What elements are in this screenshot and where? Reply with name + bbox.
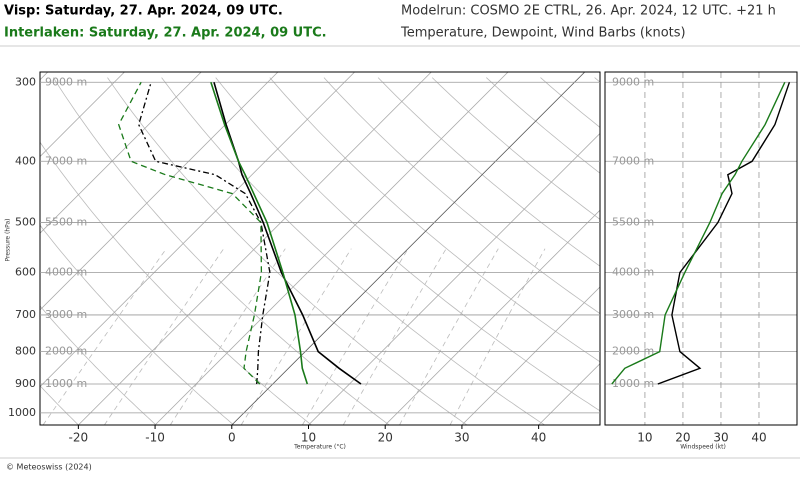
height-label: 7000 m	[612, 154, 654, 167]
x-tick-label: 10	[301, 431, 316, 445]
x-tick-label: 0	[228, 431, 236, 445]
height-label: 4000 m	[45, 266, 87, 279]
dry-adiabat	[215, 77, 600, 412]
isotherm	[308, 132, 600, 425]
profile-line	[117, 81, 263, 385]
y-tick-label: 400	[15, 154, 36, 167]
wind-background	[605, 72, 797, 425]
height-label: 3000 m	[45, 308, 87, 321]
title-visp: Visp: Saturday, 27. Apr. 2024, 09 UTC.	[4, 4, 283, 19]
wind-frame	[604, 71, 798, 426]
y-axis-label: Pressure (hPa)	[5, 218, 12, 261]
mixing-ratio-line	[42, 248, 167, 425]
mixing-ratio-line	[240, 248, 352, 425]
wind-profile-line	[611, 82, 786, 385]
y-tick-label: 900	[15, 377, 36, 390]
y-tick-label: 700	[15, 308, 36, 321]
mixing-ratio-line	[169, 248, 286, 425]
wind-profile-line	[657, 82, 791, 385]
x-tick-label: 20	[378, 431, 393, 445]
x-tick-label: 30	[454, 431, 469, 445]
height-label: 3000 m	[612, 308, 654, 321]
mixing-ratio-line	[399, 248, 499, 425]
height-label: 4000 m	[612, 266, 654, 279]
isotherm	[231, 72, 586, 425]
y-tick-label: 600	[15, 266, 36, 279]
height-label: 5500 m	[45, 216, 87, 229]
isotherm	[461, 286, 600, 425]
skewt-frame	[39, 71, 601, 426]
mixing-ratio-line	[104, 248, 225, 425]
isotherm	[78, 72, 432, 425]
x-axis-label: Temperature (°C)	[293, 444, 346, 451]
height-label: 9000 m	[612, 75, 654, 88]
dry-adiabat	[269, 77, 600, 363]
x-tick-label: 40	[531, 431, 546, 445]
subtitle: Temperature, Dewpoint, Wind Barbs (knots…	[400, 26, 686, 41]
mixing-ratio-line	[449, 248, 546, 425]
footer: © Meteoswiss (2024)	[6, 463, 92, 472]
x-axis-label: Windspeed (kt)	[680, 444, 726, 451]
dry-adiabat	[40, 141, 312, 425]
modelrun: Modelrun: COSMO 2E CTRL, 26. Apr. 2024, …	[401, 4, 776, 19]
isotherm	[40, 72, 202, 234]
x-tick-label: 10	[637, 431, 652, 445]
isotherm	[40, 72, 355, 388]
isotherm	[384, 209, 600, 425]
height-label: 7000 m	[45, 154, 87, 167]
isotherm	[40, 72, 279, 311]
height-label: 1000 m	[45, 377, 87, 390]
dry-adiabat	[323, 77, 600, 315]
dry-adiabat	[40, 305, 157, 425]
x-tick-label: -10	[145, 431, 165, 445]
height-label: 2000 m	[612, 345, 654, 358]
dry-adiabat	[40, 385, 79, 425]
height-label: 2000 m	[45, 345, 87, 358]
dry-adiabat	[431, 77, 600, 220]
isotherm	[538, 363, 600, 425]
profile-line	[210, 82, 309, 385]
height-label: 1000 m	[612, 377, 654, 390]
mixing-ratio-line	[342, 248, 447, 425]
y-tick-label: 500	[15, 216, 36, 229]
x-tick-label: 30	[713, 431, 728, 445]
height-label: 9000 m	[45, 75, 87, 88]
dry-adiabat	[40, 224, 235, 425]
y-tick-label: 800	[15, 345, 36, 358]
x-tick-label: -20	[69, 431, 89, 445]
profile-line	[138, 82, 271, 385]
title-interlaken: Interlaken: Saturday, 27. Apr. 2024, 09 …	[4, 26, 327, 41]
isotherm	[154, 72, 509, 425]
height-label: 5500 m	[612, 216, 654, 229]
isotherm	[40, 72, 125, 158]
y-tick-label: 300	[15, 75, 36, 88]
x-tick-label: 20	[675, 431, 690, 445]
y-tick-label: 1000	[8, 406, 36, 419]
x-tick-label: 40	[751, 431, 766, 445]
